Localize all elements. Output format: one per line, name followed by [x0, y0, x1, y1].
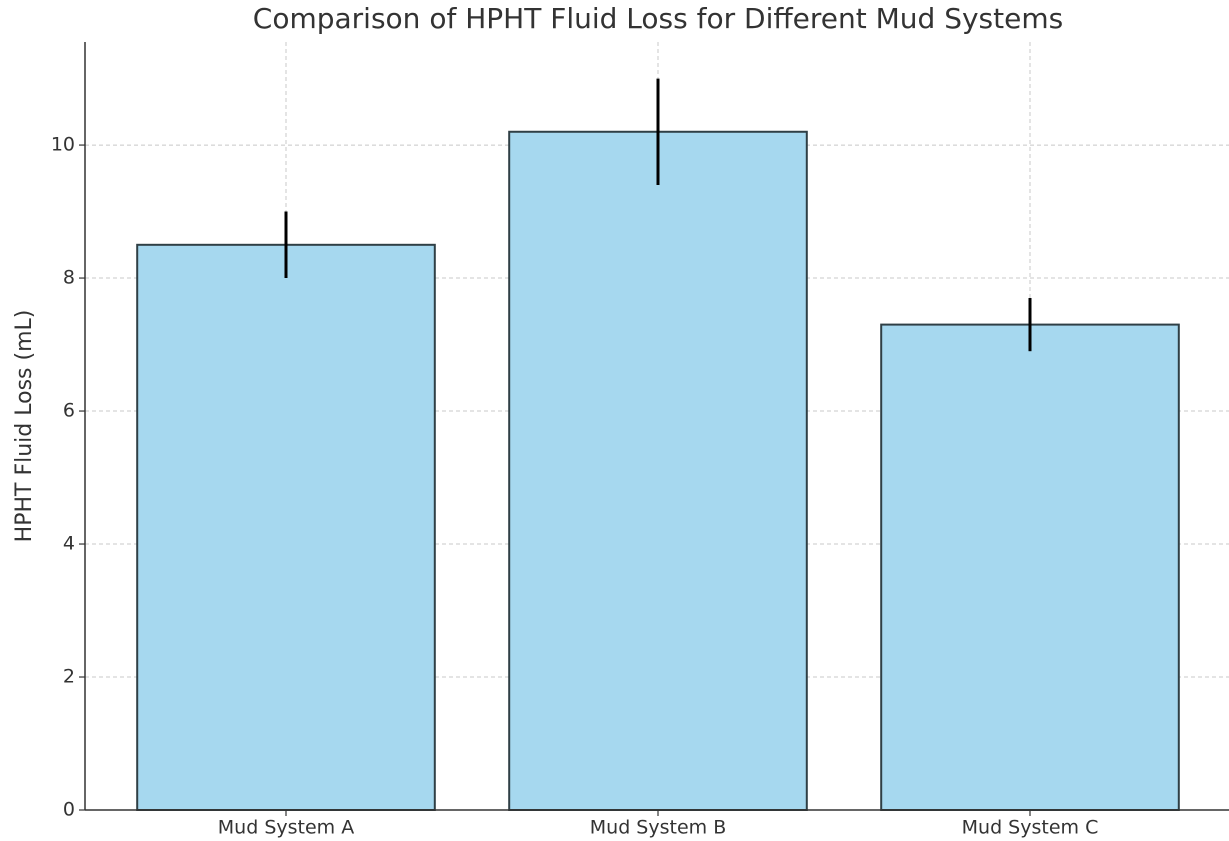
x-tick-label: Mud System B	[590, 817, 726, 839]
y-axis-label: HPHT Fluid Loss (mL)	[12, 310, 37, 543]
x-tick-label: Mud System C	[962, 817, 1099, 839]
y-tick-label: 10	[51, 134, 75, 156]
y-tick-label: 8	[63, 267, 75, 289]
chart-title: Comparison of HPHT Fluid Loss for Differ…	[253, 2, 1063, 35]
bar	[136, 243, 436, 812]
y-tick-label: 0	[63, 799, 75, 821]
y-tick-label: 6	[63, 400, 75, 422]
y-tick-label: 4	[63, 533, 75, 555]
x-tick-label: Mud System A	[218, 817, 354, 839]
bar	[880, 323, 1180, 811]
bar	[508, 130, 808, 811]
y-tick-label: 2	[63, 666, 75, 688]
